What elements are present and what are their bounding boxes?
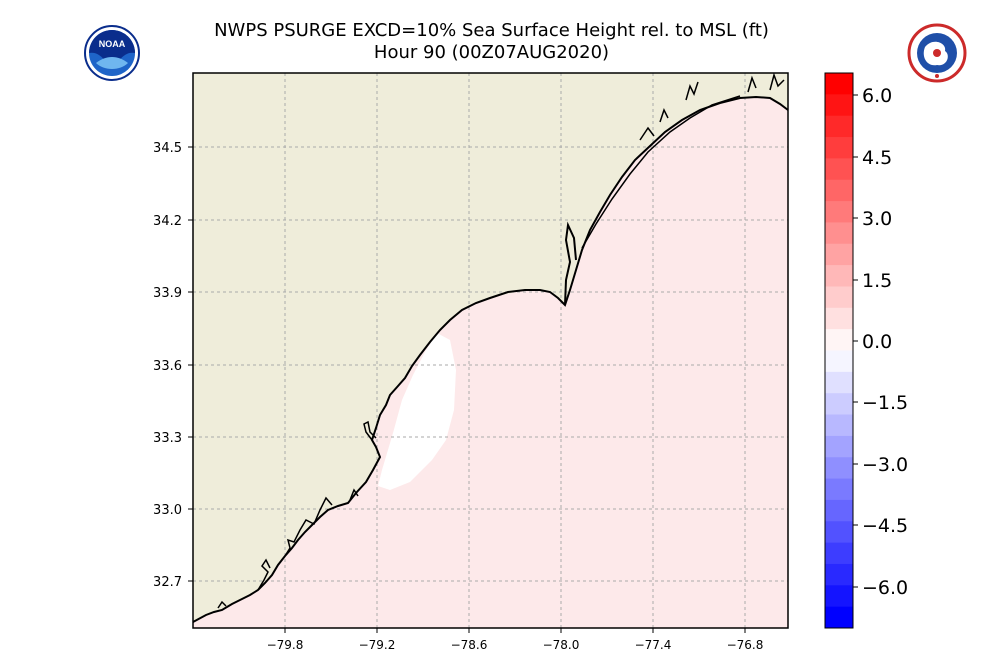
colorbar-band [825,179,853,202]
colorbar-band [825,137,853,159]
map-gridlines [193,73,788,628]
map-subtitle: Hour 90 (00Z07AUG2020) [373,42,610,63]
colorbar-band [825,521,853,544]
nws-logo [907,23,967,83]
colorbar-tick-label: 3.0 [862,208,892,230]
coastline [192,95,789,623]
colorbar-band [825,94,853,117]
colorbar-band [825,73,853,95]
y-tick-label: 32.7 [153,575,182,590]
map-panel: 34.5 34.2 33.9 33.6 33.3 33.0 32.7 −79.8… [153,72,789,652]
map-title: NWPS PSURGE EXCD=10% Sea Surface Height … [214,20,769,41]
map-frame [192,72,789,629]
colorbar-band [825,457,853,480]
colorbar-ticks: 6.0 4.5 3.0 1.5 0.0 −1.5 −3.0 −4.5 −6.0 [853,85,908,599]
colorbar-band [825,371,853,394]
northeast-islands [639,72,785,141]
colorbar-tick-label: −3.0 [862,454,908,476]
colorbar-band [825,478,853,501]
colorbar-band [825,585,853,608]
x-axis: −79.8 −79.2 −78.6 −78.0 −77.4 −76.8 [267,628,764,652]
colorbar-tick-label: 0.0 [862,331,892,353]
lowcountry-inlets [217,488,359,609]
colorbar-band [825,350,853,373]
colorbar-band [825,329,853,351]
colorbar-bands [825,73,853,629]
near-zero-region [378,333,456,490]
x-tick-label: −78.6 [451,638,488,652]
colorbar-band [825,499,853,522]
colorbar-band [825,542,853,565]
colorbar-band [825,435,853,458]
colorbar-band [825,414,853,437]
x-tick-label: −79.8 [267,638,304,652]
noaa-logo: NOAA [84,25,140,81]
noaa-logo-text: NOAA [99,39,126,49]
x-tick-label: −76.8 [727,638,764,652]
y-tick-label: 33.6 [153,359,182,374]
colorbar-band [825,563,853,586]
colorbar-band [825,307,853,330]
x-tick-label: −77.4 [635,638,672,652]
colorbar-band [825,201,853,223]
y-tick-label: 33.3 [153,431,182,446]
colorbar-tick-label: −4.5 [862,515,908,537]
colorbar-tick-label: 1.5 [862,270,892,292]
colorbar-band [825,222,853,245]
colorbar-tick-label: 4.5 [862,147,892,169]
x-tick-label: −79.2 [359,638,396,652]
colorbar-band [825,243,853,266]
y-tick-label: 34.2 [153,214,182,229]
outer-banks-sound [581,95,741,249]
y-tick-label: 33.9 [153,286,182,301]
cape-fear-river [564,221,577,306]
colorbar-band [825,115,853,138]
colorbar-band [825,158,853,181]
colorbar-band [825,265,853,287]
y-tick-label: 33.0 [153,503,182,518]
colorbar-tick-label: 6.0 [862,85,892,107]
colorbar-band [825,606,853,629]
colorbar-band [825,286,853,309]
ocean-area [193,98,788,628]
winyah-bay [363,420,377,441]
y-tick-label: 34.5 [153,141,182,156]
y-axis: 34.5 34.2 33.9 33.6 33.3 33.0 32.7 [153,141,193,590]
colorbar: 6.0 4.5 3.0 1.5 0.0 −1.5 −3.0 −4.5 −6.0 [824,72,908,629]
colorbar-frame [824,72,854,629]
x-tick-label: −78.0 [543,638,580,652]
colorbar-band [825,393,853,416]
colorbar-tick-label: −1.5 [862,392,908,414]
colorbar-tick-label: −6.0 [862,577,908,599]
